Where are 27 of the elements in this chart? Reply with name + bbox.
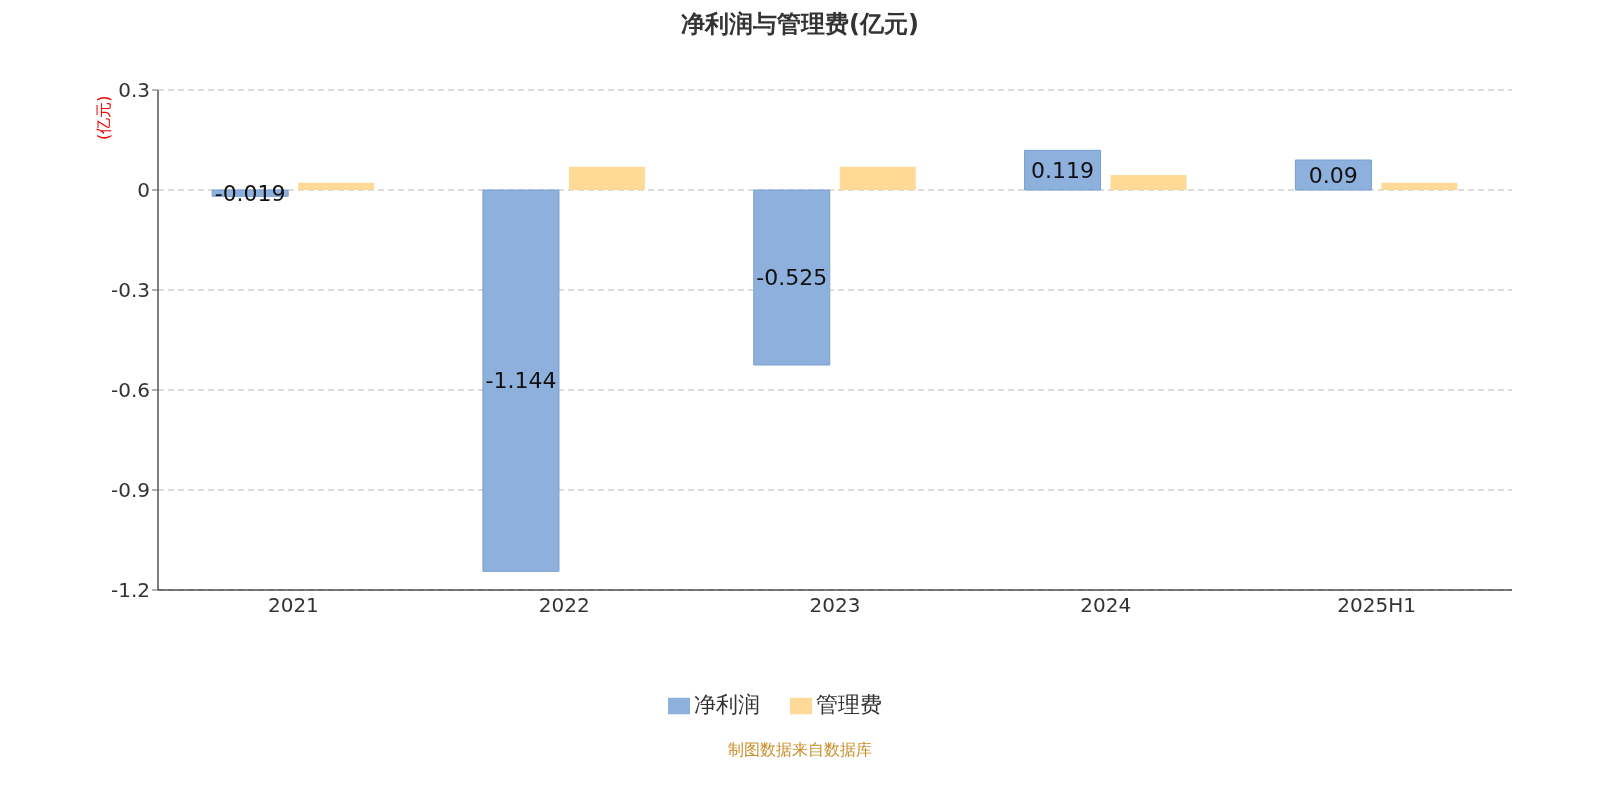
y-tick-label: -0.6: [110, 378, 150, 403]
chart-title: 净利润与管理费(亿元): [680, 9, 920, 40]
bar: [298, 182, 375, 190]
y-tick-label: -0.9: [110, 478, 150, 503]
x-tick-label: 2021: [267, 593, 319, 618]
bar: [753, 189, 831, 366]
y-tick-label: 0.3: [118, 78, 150, 103]
y-tick-label: -1.2: [110, 578, 150, 603]
data-label: 0.09: [1308, 162, 1358, 188]
x-tick-label: 2022: [538, 593, 590, 618]
bar: [1110, 175, 1187, 190]
y-tick-label: -0.3: [110, 278, 150, 303]
bar: [839, 166, 916, 190]
x-tick-label: 2023: [809, 593, 861, 618]
data-label: 0.119: [1031, 157, 1095, 183]
text: 制图数据来自数据库: [727, 740, 873, 761]
legend-label: 净利润: [694, 692, 760, 717]
bar: [482, 189, 560, 572]
x-tick-label: 2024: [1080, 593, 1132, 618]
data-label: -0.525: [756, 265, 828, 290]
data-label: -1.144: [485, 368, 557, 394]
legend-label: 管理费: [816, 692, 882, 717]
y-axis-title: (亿元): [94, 95, 114, 140]
x-tick-label: 2025H1: [1337, 593, 1416, 618]
y-tick-label: 0: [137, 178, 150, 203]
bar: [1381, 182, 1458, 190]
bar: [568, 166, 645, 190]
